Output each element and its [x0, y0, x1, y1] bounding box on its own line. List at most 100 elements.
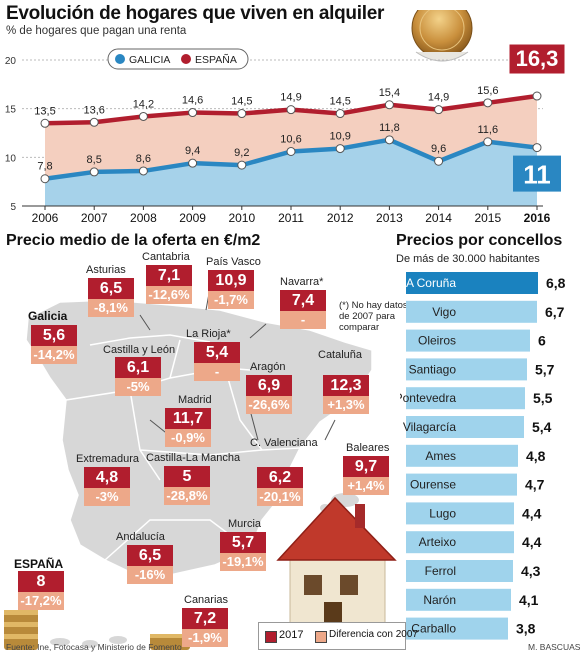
y-tick-label: 5 [10, 202, 16, 213]
y-tick-label: 10 [5, 153, 17, 164]
region-diff: -0,9% [165, 429, 211, 447]
canarias-island [82, 640, 98, 648]
final-value-label-galicia: 11 [523, 160, 551, 190]
data-point [286, 105, 296, 115]
region-value: 11,7 [165, 408, 211, 429]
final-value-label-espana: 16,3 [516, 46, 559, 71]
bar [406, 416, 524, 438]
region-box-espana: 8 -17,2% [18, 571, 64, 610]
region-diff: -28,8% [164, 487, 210, 505]
data-point [434, 156, 444, 166]
bar [406, 560, 513, 582]
bar-value-label: 4,1 [519, 592, 539, 608]
x-tick-label: 2013 [376, 211, 403, 225]
region-box-asturias: 6,5 -8,1% [88, 278, 134, 317]
region-box-canarias: 7,2 -1,9% [182, 608, 228, 647]
region-value: 8 [18, 571, 64, 592]
region-box-madrid: 11,7 -0,9% [165, 408, 211, 447]
bar-chart-subtitle: De más de 30.000 habitantes [396, 253, 540, 265]
bar [406, 473, 517, 496]
data-point [188, 158, 198, 168]
region-diff: -5% [115, 378, 161, 396]
region-value: 6,5 [127, 545, 173, 566]
legend-label-diff: Diferencia con 2007 [329, 629, 418, 640]
region-name-madrid: Madrid [178, 394, 212, 406]
legend-dot-galicia [115, 54, 125, 64]
legend-swatch-2017 [265, 631, 277, 643]
value-label: 14,5 [329, 96, 350, 108]
region-value: 6,1 [115, 357, 161, 378]
region-name-espana: ESPAÑA [14, 557, 64, 571]
bar-value-label: 5,4 [532, 419, 552, 435]
canarias-island [109, 636, 127, 644]
legend-label-espana: ESPAÑA [195, 53, 237, 66]
legend-label-2017: 2017 [279, 629, 304, 641]
region-box-castilla-y-leon: 6,1 -5% [115, 357, 161, 396]
bar-category-label: Carballo [411, 622, 456, 636]
region-name-andalucia: Andalucía [116, 531, 165, 543]
bar-value-label: 4,3 [521, 563, 541, 579]
region-name-galicia: Galicia [28, 309, 68, 323]
galicia-area [45, 139, 537, 206]
map-title: Precio medio de la oferta en €/m2 [6, 232, 261, 249]
region-name-extremadura: Extremadura [76, 453, 139, 465]
bar [406, 329, 530, 352]
x-tick-label: 2009 [179, 211, 206, 225]
concellos-bar-chart: A Coruña 6,8 Vigo 6,7 Oleiros 6 Santiago 5,7 Pon… [400, 272, 566, 640]
region-name-canarias: Canarias [184, 594, 229, 606]
data-point [483, 137, 493, 147]
bar-category-label: Arteixo [419, 535, 457, 549]
bar-value-label: 5,5 [533, 390, 553, 406]
chart-subtitle: % de hogares que pagan una renta [6, 25, 187, 37]
legend-label-galicia: GALICIA [129, 54, 170, 66]
x-tick-label: 2011 [278, 211, 304, 225]
x-tick-label: 2006 [32, 211, 59, 225]
bar [406, 358, 527, 381]
data-point [335, 144, 345, 154]
data-point [138, 166, 148, 176]
data-point [138, 111, 148, 121]
region-name-pais-vasco: País Vasco [206, 256, 261, 268]
data-point [89, 167, 99, 177]
bar-value-label: 4,4 [522, 505, 542, 521]
region-diff: -19,1% [220, 553, 266, 571]
x-tick-label: 2010 [228, 211, 255, 225]
bar-category-label: Ames [425, 449, 456, 463]
data-point [40, 118, 50, 128]
region-value: 12,3 [323, 375, 369, 396]
region-diff: -26,6% [246, 396, 292, 414]
data-point [237, 160, 247, 170]
data-point [483, 98, 493, 108]
region-borders [65, 334, 301, 561]
region-box-baleares: 9,7 +1,4% [343, 456, 389, 495]
navarra-rioja-note: (*) No hay datos de 2007 para comparar [339, 300, 408, 333]
region-diff: +1,3% [323, 396, 369, 414]
value-label: 10,9 [329, 131, 350, 143]
y-tick-label: 20 [5, 56, 17, 67]
data-point [335, 109, 345, 119]
region-value: 6,9 [246, 375, 292, 396]
x-tick-label: 2016 [524, 211, 551, 225]
region-name-aragon: Aragón [250, 361, 286, 373]
bar [406, 300, 537, 323]
bar [406, 531, 514, 554]
bar-category-label: Ferrol [425, 564, 456, 578]
region-value: 10,9 [208, 270, 254, 291]
data-point [286, 146, 296, 156]
source-note: Fuente: Ine, Fotocasa y Ministerio de Fo… [6, 642, 182, 652]
bar-category-label: Ourense [410, 478, 456, 492]
bar-category-label: Pontevedra [400, 391, 456, 405]
rental-evolution-chart: 5 10 15 20 7,8 8,5 8,6 9,4 9,2 10,6 10,9 11,8 9,6 11,… [5, 43, 566, 225]
value-label: 11,6 [478, 124, 499, 136]
region-box-extremadura: 4,8 -3% [84, 467, 130, 506]
data-point [237, 109, 247, 119]
region-diff: -3% [84, 488, 130, 506]
bar [406, 617, 508, 640]
region-box-galicia: 5,6 -14,2% [31, 325, 77, 364]
data-point [40, 174, 50, 184]
bar-chart-title: Precios por concellos [396, 232, 563, 249]
value-label: 15,6 [477, 85, 498, 97]
region-diff: -8,1% [88, 299, 134, 317]
region-value: 7,4 [280, 290, 326, 311]
bar-category-label: A Coruña [406, 276, 456, 290]
